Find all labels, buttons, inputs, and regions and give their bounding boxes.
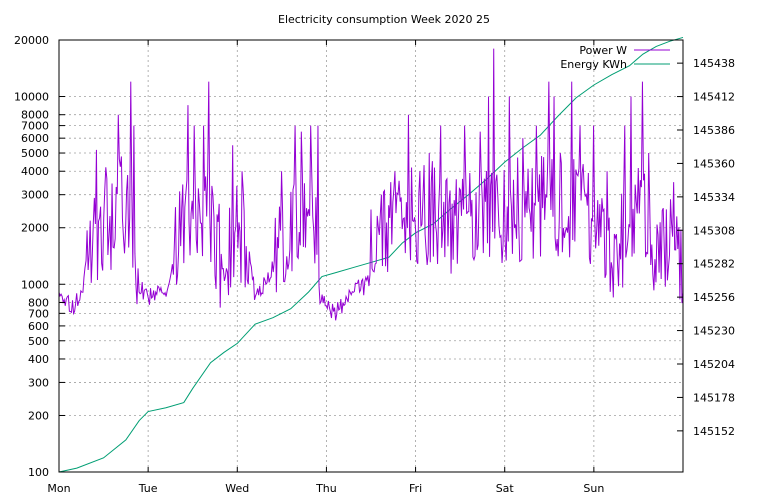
power-series (58, 48, 684, 321)
energy-series (58, 36, 684, 473)
y2-tick-label: 145204 (693, 358, 735, 371)
y2-tick-label: 145412 (693, 91, 735, 104)
y2-tick-label: 145334 (693, 191, 735, 204)
x-tick-label: Tue (138, 482, 158, 495)
y2-tick-label: 145178 (693, 391, 735, 404)
plot-frame (58, 39, 684, 473)
y-tick-label: 6000 (21, 132, 49, 145)
power-line (58, 48, 684, 321)
y2-tick-label: 145256 (693, 291, 735, 304)
y-tick-label: 5000 (21, 147, 49, 160)
y-tick-label: 8000 (21, 109, 49, 122)
energy-line (58, 36, 684, 473)
x-tick-label: Mon (47, 482, 70, 495)
x-tick-label: Thu (315, 482, 337, 495)
y-tick-label: 300 (28, 376, 49, 389)
y-tick-label: 4000 (21, 165, 49, 178)
y-tick-label: 100 (28, 466, 49, 479)
y-tick-label: 400 (28, 353, 49, 366)
y-tick-label: 500 (28, 335, 49, 348)
y2-tick-label: 145282 (693, 258, 735, 271)
x-tick-label: Sun (583, 482, 604, 495)
y-tick-label: 700 (28, 307, 49, 320)
y2-tick-label: 145230 (693, 325, 735, 338)
y2-tick-label: 145308 (693, 224, 735, 237)
x-tick-label: Wed (225, 482, 249, 495)
legend-label-energy: Energy KWh (560, 58, 627, 71)
y-tick-label: 3000 (21, 189, 49, 202)
y-tick-label: 200 (28, 409, 49, 422)
y2-tick-label: 145152 (693, 425, 735, 438)
y-tick-label: 10000 (14, 91, 49, 104)
y2-tick-label: 145386 (693, 124, 735, 137)
x-tick-label: Sat (496, 482, 515, 495)
axes: Mon Tue Wed Thu Fri Sat Sun1002003004005006007… (14, 34, 735, 495)
y2-tick-label: 145360 (693, 157, 735, 170)
y-tick-label: 20000 (14, 34, 49, 47)
legend-label-power: Power W (579, 44, 627, 57)
y-tick-label: 800 (28, 296, 49, 309)
y-tick-label: 7000 (21, 120, 49, 133)
x-tick-label: Fri (409, 482, 422, 495)
y-tick-label: 600 (28, 320, 49, 333)
chart-title: Electricity consumption Week 2020 25 (278, 13, 490, 26)
y-tick-label: 2000 (21, 222, 49, 235)
y2-tick-label: 145438 (693, 57, 735, 70)
y-tick-label: 1000 (21, 278, 49, 291)
